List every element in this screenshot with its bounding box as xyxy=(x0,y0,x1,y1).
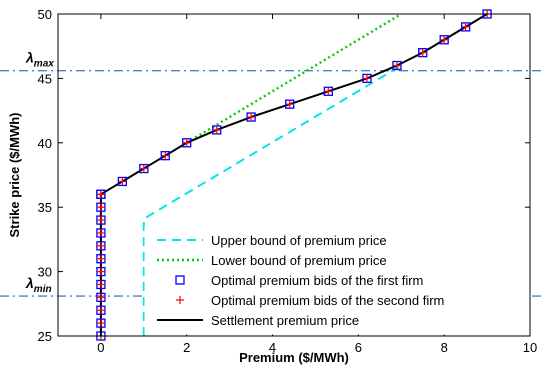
reference-label-base: λ xyxy=(25,275,34,291)
data-point-second-firm xyxy=(461,22,470,31)
data-point-second-firm xyxy=(392,61,401,70)
data-point-second-firm xyxy=(212,125,221,134)
reference-label-sub: max xyxy=(34,59,54,70)
legend-label: Optimal premium bids of the first firm xyxy=(211,273,423,288)
y-tick-label: 35 xyxy=(38,200,52,215)
legend-item: Lower bound of premium price xyxy=(157,253,387,268)
x-tick-label: 2 xyxy=(183,340,190,355)
reference-label-lambda-max: λmax xyxy=(25,50,54,70)
data-point-second-firm xyxy=(118,177,127,186)
series-line-solid xyxy=(99,14,488,336)
reference-label-lambda-min: λmin xyxy=(25,275,52,295)
legend-label: Lower bound of premium price xyxy=(211,253,387,268)
x-tick-label: 10 xyxy=(523,340,537,355)
series-line-dashed xyxy=(142,64,402,336)
legend-label: Upper bound of premium price xyxy=(211,233,387,248)
data-point-second-firm xyxy=(182,138,191,147)
data-point-second-firm xyxy=(96,241,105,250)
data-point-second-firm xyxy=(96,293,105,302)
data-point-second-firm xyxy=(96,216,105,225)
legend-item: Optimal premium bids of the second firm xyxy=(176,293,444,308)
data-point-second-firm xyxy=(418,48,427,57)
data-point-second-firm xyxy=(96,319,105,328)
data-point-second-firm xyxy=(139,164,148,173)
legend-label: Settlement premium price xyxy=(211,313,359,328)
data-point-second-firm xyxy=(96,203,105,212)
x-tick-label: 0 xyxy=(97,340,104,355)
reference-label-base: λ xyxy=(25,50,34,66)
data-point-second-firm xyxy=(96,267,105,276)
data-point-second-firm xyxy=(440,35,449,44)
legend-swatch xyxy=(176,296,184,304)
x-tick-label: 4 xyxy=(269,340,276,355)
y-tick-label: 25 xyxy=(38,329,52,344)
x-tick-label: 8 xyxy=(441,340,448,355)
data-point-second-firm xyxy=(362,74,371,83)
data-point-second-firm xyxy=(161,151,170,160)
y-tick-label: 30 xyxy=(38,265,52,280)
y-tick-label: 40 xyxy=(38,136,52,151)
y-tick-label: 45 xyxy=(38,71,52,86)
legend-label: Optimal premium bids of the second firm xyxy=(211,293,444,308)
legend-swatch xyxy=(175,275,185,285)
x-tick-label: 6 xyxy=(355,340,362,355)
y-tick-label: 50 xyxy=(38,7,52,22)
data-point-second-firm xyxy=(247,113,256,122)
data-point-second-firm xyxy=(96,228,105,237)
data-point-second-firm xyxy=(324,87,333,96)
data-point-second-firm xyxy=(285,100,294,109)
plot-frame xyxy=(57,13,531,337)
data-point-second-firm xyxy=(96,254,105,263)
data-point-second-firm xyxy=(96,306,105,315)
legend-box xyxy=(144,226,530,335)
series-line-dotted xyxy=(186,14,402,144)
legend-item: Settlement premium price xyxy=(157,313,359,328)
data-point-second-firm xyxy=(96,190,105,199)
reference-label-sub: min xyxy=(34,284,52,295)
y-axis-label: Strike price ($/MWh) xyxy=(7,113,22,238)
legend-item: Upper bound of premium price xyxy=(157,233,387,248)
legend-item: Optimal premium bids of the first firm xyxy=(175,273,423,288)
data-point-second-firm xyxy=(96,280,105,289)
x-axis-label: Premium ($/MWh) xyxy=(239,350,349,365)
